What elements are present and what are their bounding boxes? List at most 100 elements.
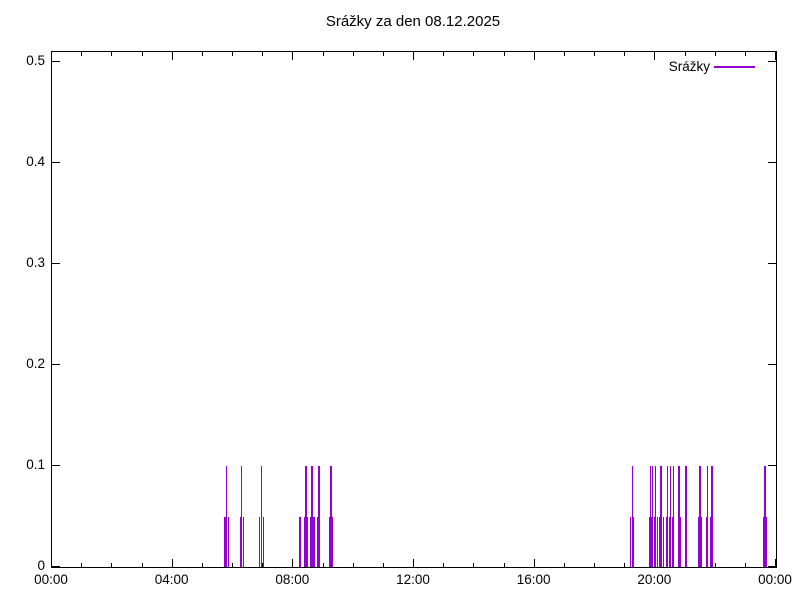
x-axis-tick-label: 16:00 <box>516 572 551 587</box>
impulse-bar <box>633 516 635 567</box>
y-axis-tick <box>52 364 60 366</box>
plot-area <box>51 51 777 568</box>
x-axis-minor-tick-mirror <box>473 52 475 56</box>
x-axis-minor-tick-mirror <box>322 52 324 56</box>
impulse-bar <box>678 466 680 567</box>
x-axis-tick-mirror <box>51 52 52 60</box>
impulse-bar <box>305 466 307 567</box>
impulse-bar <box>652 466 654 567</box>
impulse-bar <box>765 516 767 567</box>
x-axis-minor-tick-mirror <box>594 52 595 56</box>
impulse-bar <box>762 516 765 567</box>
x-axis-tick-mirror <box>413 52 414 60</box>
x-axis-minor-tick <box>81 563 83 567</box>
x-axis-tick-label: 20:00 <box>637 572 672 587</box>
y-axis-tick <box>52 263 60 265</box>
x-axis-tick-mirror <box>654 52 656 60</box>
impulse-bar <box>764 466 766 567</box>
impulse-bar <box>659 516 661 567</box>
impulse-bar <box>240 466 243 567</box>
impulse-bar <box>662 516 665 567</box>
x-axis-minor-tick-mirror <box>744 52 746 56</box>
x-axis-minor-tick <box>201 563 203 567</box>
impulse-bar <box>306 516 309 567</box>
x-axis-tick <box>533 559 535 567</box>
x-axis-tick <box>413 559 414 567</box>
x-axis-minor-tick <box>443 563 445 567</box>
x-axis-minor-tick <box>352 563 354 567</box>
x-axis-minor-tick <box>714 563 716 567</box>
impulse-bar <box>651 516 653 567</box>
impulse-bar <box>700 516 702 567</box>
impulse-bar <box>665 516 668 567</box>
impulse-bar <box>630 516 632 567</box>
impulse-bar <box>668 516 671 567</box>
y-axis-tick-mirror <box>768 465 776 467</box>
x-axis-minor-tick-mirror <box>352 52 354 56</box>
impulse-bar <box>653 516 655 567</box>
impulse-bar <box>227 516 230 567</box>
x-axis-minor-tick-mirror <box>563 52 565 56</box>
x-axis-tick-label: 00:00 <box>34 572 68 587</box>
impulse-bar <box>331 516 333 567</box>
x-axis-minor-tick-mirror <box>503 52 505 56</box>
y-axis-tick-label: 0.2 <box>26 356 45 372</box>
x-axis-minor-tick <box>473 563 475 567</box>
x-axis-minor-tick-mirror <box>443 52 445 56</box>
x-axis-tick-mirror <box>171 52 173 60</box>
x-axis-minor-tick <box>594 563 595 567</box>
y-axis-tick-mirror <box>768 162 776 164</box>
x-axis-tick-mirror <box>292 52 294 60</box>
impulse-bar <box>710 516 712 567</box>
impulse-bar <box>303 516 306 567</box>
x-axis-minor-tick-mirror <box>684 52 686 56</box>
y-axis-tick <box>52 61 60 63</box>
impulse-bar <box>311 466 313 567</box>
y-axis-tick-label: 0.3 <box>26 255 45 271</box>
x-axis-minor-tick <box>744 563 746 567</box>
impulse-bar <box>705 516 708 567</box>
impulse-bar <box>318 466 320 567</box>
x-axis-minor-tick <box>563 563 565 567</box>
impulse-bar <box>649 466 651 567</box>
y-axis-tick-mirror <box>768 566 776 567</box>
x-axis-minor-tick-mirror <box>201 52 203 56</box>
impulse-bar <box>698 516 700 567</box>
x-axis-tick <box>171 559 173 567</box>
x-axis-minor-tick <box>141 563 143 567</box>
impulse-bar <box>679 516 681 567</box>
x-axis-tick-mirror <box>775 52 776 60</box>
x-axis-minor-tick-mirror <box>262 52 264 56</box>
x-axis-minor-tick-mirror <box>232 52 233 56</box>
impulse-bar <box>669 466 672 567</box>
x-axis-minor-tick-mirror <box>81 52 83 56</box>
x-axis-minor-tick-mirror <box>111 52 113 56</box>
x-axis-minor-tick <box>322 563 324 567</box>
x-axis-minor-tick-mirror <box>382 52 384 56</box>
impulse-bar <box>239 516 242 567</box>
impulse-bar <box>224 516 226 567</box>
x-axis-minor-tick <box>382 563 384 567</box>
impulse-bar <box>672 466 675 567</box>
x-axis-tick <box>775 559 776 567</box>
x-axis-tick-label: 08:00 <box>275 572 310 587</box>
x-axis-minor-tick-mirror <box>141 52 143 56</box>
chart-title: Srážky za den 08.12.2025 <box>325 13 501 30</box>
x-axis-minor-tick-mirror <box>714 52 716 56</box>
legend-line-sample <box>714 66 755 68</box>
impulse-bar <box>711 466 713 567</box>
x-axis-minor-tick-mirror <box>624 52 626 56</box>
x-axis-tick-label: 00:00 <box>758 572 792 587</box>
y-axis-tick-label: 0.1 <box>26 457 45 473</box>
x-axis-minor-tick <box>624 563 626 567</box>
impulse-bar <box>313 516 315 567</box>
impulse-bar <box>329 516 331 567</box>
impulse-bar <box>225 466 228 567</box>
x-axis-tick-label: 04:00 <box>154 572 189 587</box>
legend-label: Srážky <box>668 59 710 74</box>
x-axis-minor-tick <box>503 563 505 567</box>
impulse-bar <box>699 466 701 567</box>
x-axis-tick <box>292 559 294 567</box>
impulse-bar <box>309 516 312 567</box>
